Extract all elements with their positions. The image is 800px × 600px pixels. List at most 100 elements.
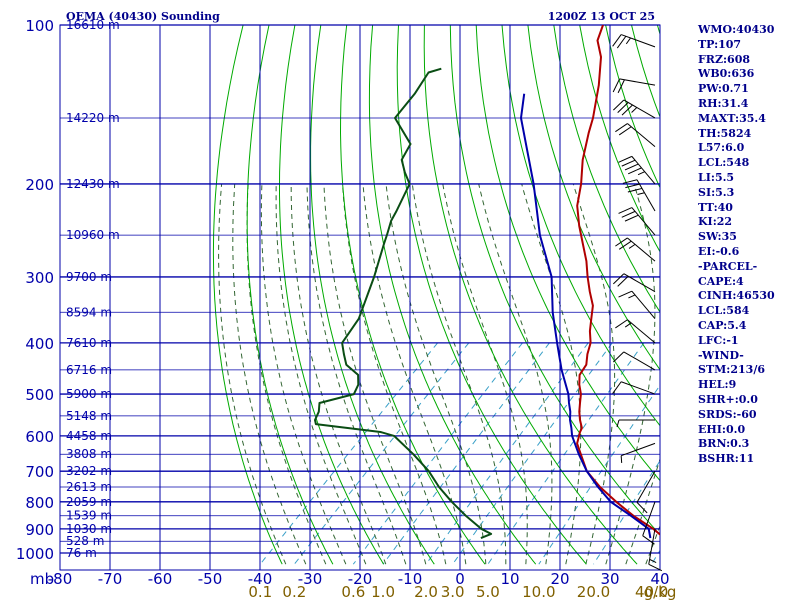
mixing-ratio-label: g/kg	[644, 583, 677, 600]
dry-adiabat	[501, 25, 660, 427]
stat-line: LCL:584	[698, 304, 750, 318]
pressure-tick-label: 700	[25, 463, 54, 481]
temperature-tick-label: -20	[348, 570, 373, 588]
mixing-ratio-label: 5.0	[476, 583, 500, 600]
mixing-ratio-label: 20.0	[577, 583, 610, 600]
mixing-ratio-line	[382, 342, 550, 565]
mixing-ratio-line	[352, 342, 523, 565]
stat-line: TH:5824	[698, 126, 752, 140]
height-label: 12430 m	[66, 177, 120, 191]
temperature-tick-label: -70	[98, 570, 123, 588]
stat-line: SHR+:0.0	[698, 392, 758, 406]
wind-barb	[612, 78, 656, 94]
moist-adiabat	[478, 183, 553, 565]
dry-adiabat	[368, 25, 537, 565]
pressure-tick-label: 800	[25, 494, 54, 512]
stat-line: LCL:548	[698, 156, 750, 170]
wind-barb	[613, 273, 656, 293]
wind-barb	[615, 237, 656, 262]
temperature-tick-label: -30	[298, 570, 323, 588]
moist-adiabat	[385, 183, 487, 565]
temperature-tick-label: 20	[550, 570, 569, 588]
mixing-ratio-line	[293, 342, 470, 565]
pressure-unit-label: mb	[30, 570, 54, 588]
mixing-ratio-line	[425, 342, 589, 565]
stat-line: MAXT:35.4	[698, 111, 766, 125]
height-label: 3202 m	[66, 464, 112, 478]
wind-barb	[612, 381, 656, 395]
temperature-tick-label: 30	[600, 570, 619, 588]
wind-barb	[615, 123, 656, 148]
stat-line: PW:0.71	[698, 82, 749, 96]
wind-barb	[620, 442, 656, 463]
mixing-ratio-label: 3.0	[441, 583, 465, 600]
dry-adiabats	[212, 25, 660, 565]
stat-line: CAPE:4	[698, 274, 744, 288]
moist-adiabat	[323, 183, 427, 565]
pressure-tick-label: 900	[25, 521, 54, 539]
temperature-tick-label: 40	[650, 570, 669, 588]
wind-barb	[613, 99, 656, 119]
stat-line: BRN:0.3	[698, 437, 750, 451]
pressure-tick-label: 1000	[16, 545, 54, 563]
pressure-tick-label: 200	[25, 176, 54, 194]
mixing-ratio-line	[593, 459, 660, 565]
moist-adiabat	[521, 183, 582, 565]
height-label: 7610 m	[66, 336, 112, 350]
stat-line: HEL:9	[698, 378, 737, 392]
dry-adiabat	[579, 25, 660, 253]
height-label: 3808 m	[66, 447, 112, 461]
stat-line: LI:5.5	[698, 170, 735, 184]
height-label: 2059 m	[66, 495, 112, 509]
mixing-ratio-line	[452, 342, 613, 565]
stat-line: FRZ:608	[698, 52, 751, 66]
height-label: 5148 m	[66, 409, 112, 423]
moist-adiabat	[260, 183, 347, 565]
moist-adiabat	[625, 457, 660, 565]
moist-adiabat	[605, 183, 656, 565]
wind-barb	[618, 290, 656, 320]
height-label: 2613 m	[66, 480, 112, 494]
temperature-tick-label: 0	[455, 570, 465, 588]
moist-adiabat	[246, 183, 327, 565]
height-label: 9700 m	[66, 270, 112, 284]
stat-line: KI:22	[698, 215, 733, 229]
wind-barb	[613, 351, 656, 371]
chart-datetime: 1200Z 13 OCT 25	[548, 10, 655, 23]
stat-line: WB0:636	[698, 67, 755, 81]
moist-adiabat	[232, 183, 307, 565]
stat-line: SRDS:-60	[698, 407, 757, 421]
pressure-tick-label: 100	[25, 17, 54, 35]
stat-line: LFC:-1	[698, 333, 739, 347]
moist-adiabat	[342, 183, 447, 565]
moist-adiabat	[362, 183, 467, 565]
wind-barb	[636, 470, 656, 514]
wind-barb	[612, 34, 656, 49]
mixing-ratio-label: 0.6	[341, 583, 365, 600]
stat-line: STM:213/6	[698, 363, 765, 377]
height-label: 14220 m	[66, 111, 120, 125]
mixing-ratio-line	[259, 342, 438, 565]
height-label: 10960 m	[66, 228, 120, 242]
dry-adiabat	[527, 25, 660, 371]
wind-barb	[622, 179, 656, 212]
mixing-ratio-line	[487, 342, 645, 565]
temperature-tick-label: -80	[48, 570, 73, 588]
mixing-ratio-line	[538, 384, 660, 565]
dry-adiabat	[339, 25, 486, 565]
height-label: 76 m	[66, 546, 97, 560]
pressure-tick-label: 400	[25, 335, 54, 353]
height-label: 1539 m	[66, 509, 112, 523]
parcel-line	[520, 93, 652, 539]
stat-line: BSHR:11	[698, 452, 755, 466]
plot-grid	[59, 24, 661, 571]
dry-adiabat	[423, 25, 638, 565]
dry-adiabat	[396, 25, 587, 565]
pressure-tick-label: 300	[25, 269, 54, 287]
sounding-series	[314, 25, 660, 540]
height-label: 8594 m	[66, 305, 112, 319]
dry-adiabat	[310, 25, 435, 565]
stat-line: TP:107	[698, 37, 742, 51]
stat-line: SW:35	[698, 230, 737, 244]
